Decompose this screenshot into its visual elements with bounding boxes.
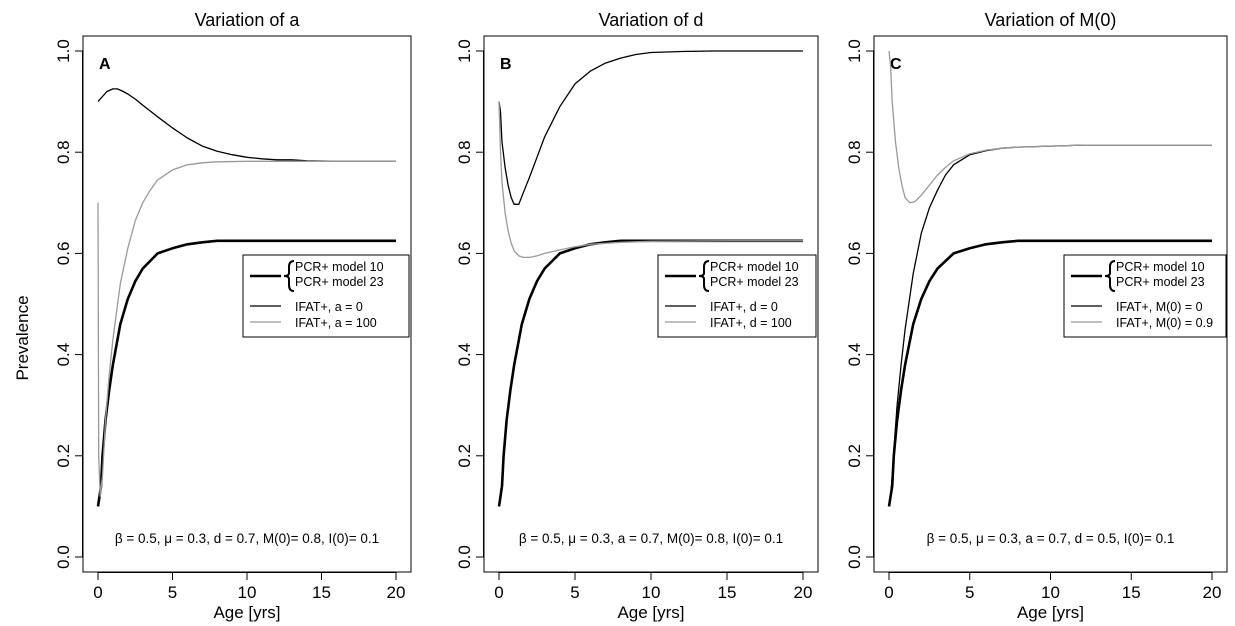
x-tick-label: 10 [1041,583,1060,602]
panel-letter: A [99,56,111,73]
y-tick-label: 1.0 [54,39,73,63]
y-tick-label: 0.0 [845,545,864,569]
y-tick-label: 0.8 [845,140,864,164]
x-tick-label: 0 [884,583,893,602]
x-tick-label: 15 [1122,583,1141,602]
series-line-3 [498,101,803,259]
panel-title: Variation of M(0) [985,10,1117,30]
series-line-2 [97,88,396,162]
legend-box [1063,254,1227,338]
legend-box [242,254,410,338]
y-tick-label: 0.6 [455,242,474,266]
y-tick-label: 1.0 [455,39,474,63]
parameter-annotation: β = 0.5, μ = 0.3, d = 0.7, M(0)= 0.8, I(… [115,531,379,546]
legend-label-ifat: IFAT+, a = 100 [295,316,377,330]
x-tick-label: 20 [794,583,813,602]
legend-brace [698,260,710,292]
x-tick-label: 15 [312,583,331,602]
shared-y-axis-label: Prevalence [13,295,32,380]
series-line-2 [498,50,803,205]
x-tick-label: 10 [238,583,257,602]
x-tick-label: 10 [642,583,661,602]
panel-b: Variation of d B 0 5 10 15 20 0.0 0.2 0.4 0.6 0.8 1.… [455,10,819,622]
x-tick-label: 5 [168,583,177,602]
y-tick-label: 0.0 [455,545,474,569]
panel-title: Variation of a [195,10,301,30]
x-tick-label: 15 [718,583,737,602]
legend-label-ifat: IFAT+, d = 100 [710,316,792,330]
legend-label-pcr: PCR+ model 23 [710,275,799,289]
y-tick-label: 0.6 [845,242,864,266]
y-tick-label: 0.4 [845,343,864,367]
parameter-annotation: β = 0.5, μ = 0.3, a = 0.7, M(0)= 0.8, I(… [519,531,783,546]
legend-label-pcr: PCR+ model 23 [295,275,384,289]
panel-letter: C [890,56,902,73]
x-tick-label: 0 [93,583,102,602]
y-tick-label: 0.4 [455,343,474,367]
x-axis-label: Age [yrs] [213,603,280,622]
legend-label-ifat: IFAT+, M(0) = 0 [1116,300,1203,314]
x-tick-label: 20 [387,583,406,602]
panel-c: Variation of M(0) C 0 5 10 15 20 0.0 0.2 0.4 0.6 0.… [845,10,1228,622]
legend-label-pcr: PCR+ model 10 [1116,260,1205,274]
x-tick-label: 0 [494,583,503,602]
legend-brace [283,260,295,292]
legend-brace [1104,260,1116,292]
legend-label-pcr: PCR+ model 10 [295,260,384,274]
panels: Variation of a A 0 5 10 15 20 0.0 0.2 0.4 0.6 0.8 1.… [54,10,1228,622]
x-axis-label: Age [yrs] [1017,603,1084,622]
x-axis-label: Age [yrs] [617,603,684,622]
legend-label-ifat: IFAT+, M(0) = 0.9 [1116,316,1213,330]
series-line-3 [888,50,1212,204]
y-tick-label: 0.0 [54,545,73,569]
legend-label-ifat: IFAT+, a = 0 [295,300,363,314]
panel-a: Variation of a A 0 5 10 15 20 0.0 0.2 0.4 0.6 0.8 1.… [54,10,412,622]
y-tick-label: 0.6 [54,242,73,266]
x-tick-label: 5 [570,583,579,602]
panel-title: Variation of d [599,10,704,30]
parameter-annotation: β = 0.5, μ = 0.3, a = 0.7, d = 0.5, I(0)… [927,531,1175,546]
legend-label-ifat: IFAT+, d = 0 [710,300,778,314]
x-tick-label: 20 [1203,583,1222,602]
series-line-1 [497,239,803,507]
y-tick-label: 0.2 [845,444,864,468]
y-tick-label: 0.8 [455,140,474,164]
legend-box [657,254,817,338]
y-tick-label: 0.2 [455,444,474,468]
x-tick-label: 5 [965,583,974,602]
series-line-3 [97,160,396,497]
y-tick-label: 0.4 [54,343,73,367]
legend-label-pcr: PCR+ model 23 [1116,275,1205,289]
panel-letter: B [500,56,512,73]
y-tick-label: 0.8 [54,140,73,164]
legend-label-pcr: PCR+ model 10 [710,260,799,274]
series-line-1 [96,239,396,507]
y-tick-label: 1.0 [845,39,864,63]
y-tick-label: 0.2 [54,444,73,468]
